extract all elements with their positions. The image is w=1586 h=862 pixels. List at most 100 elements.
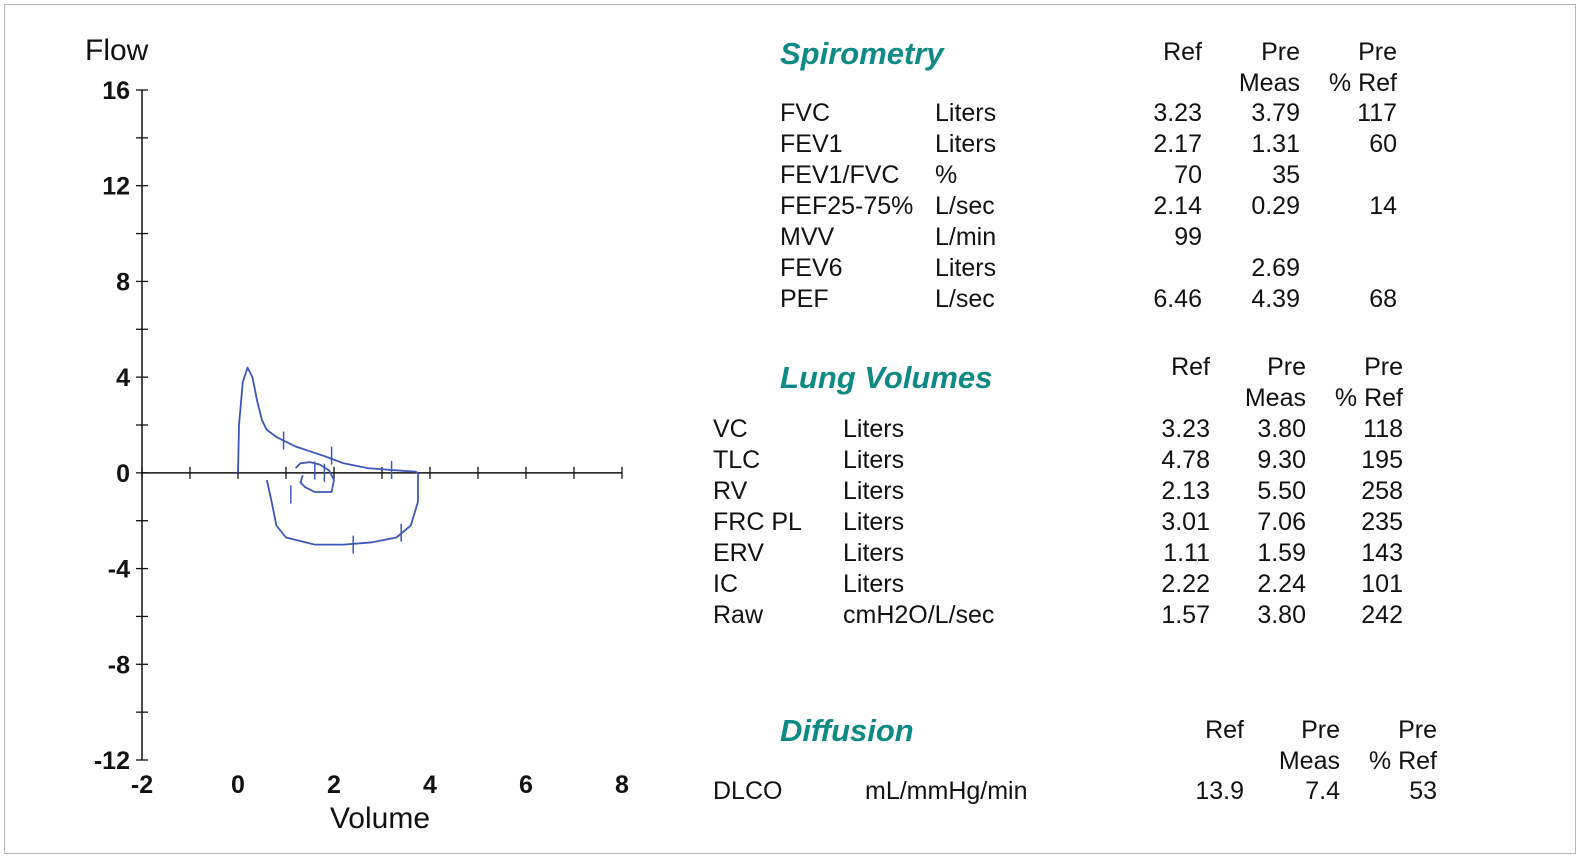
- spirometry-row-unit: L/sec: [935, 285, 995, 313]
- lung-ref-header: Ref: [1171, 353, 1210, 381]
- y-tick-label: 8: [116, 268, 130, 296]
- lung-volumes-row-name: TLC: [713, 446, 761, 474]
- lung-volumes-row-name: Raw: [713, 601, 764, 629]
- diffusion-row-name: DLCO: [713, 777, 783, 805]
- flow-volume-chart: 16 12 8 4 0 -4 -8 -12-2 0 2 4 6 8 Flow Volume: [85, 34, 629, 835]
- spirometry-row-unit: L/sec: [935, 192, 995, 220]
- diffusion-row-ref: 13.9: [1195, 777, 1244, 805]
- lung-volumes-row-pct: 118: [1363, 415, 1403, 443]
- lung-volumes-row-unit: Liters: [843, 446, 905, 474]
- diffusion-pre-meas-header: Pre: [1301, 716, 1340, 744]
- y-tick-label: 0: [116, 460, 130, 488]
- diffusion-row-pct: 53: [1409, 777, 1437, 805]
- spirometry-row-meas: 1.31: [1251, 130, 1300, 158]
- y-tick-label: 4: [116, 364, 130, 392]
- spirometry-row-meas: 3.79: [1251, 99, 1300, 127]
- diffusion-row-unit: mL/mmHg/min: [865, 777, 1028, 805]
- lung-volumes-row-meas: 5.50: [1257, 477, 1306, 505]
- lung-volumes-row-ref: 3.23: [1161, 415, 1210, 443]
- lung-volumes-row-name: VC: [713, 415, 748, 443]
- spirometry-row-ref: 6.46: [1153, 285, 1202, 313]
- spirometry-row-pct: 117: [1357, 99, 1397, 127]
- lung-volumes-row-pct: 242: [1361, 601, 1403, 629]
- x-tick-label: 2: [327, 771, 341, 799]
- lung-volumes-row-meas: 9.30: [1257, 446, 1306, 474]
- lung-volumes-row-meas: 3.80: [1257, 415, 1306, 443]
- diffusion-row-meas: 7.4: [1305, 777, 1340, 805]
- spirometry-row-name: FEV1/FVC: [780, 161, 900, 189]
- lung-volumes-row-meas: 7.06: [1257, 508, 1306, 536]
- lung-volumes-row-unit: Liters: [843, 570, 905, 598]
- spirometry-row-name: FEV1: [780, 130, 843, 158]
- y-tick-label: 12: [102, 173, 130, 201]
- lung-volumes-row-ref: 4.78: [1161, 446, 1210, 474]
- spirometry-ref-header: Ref: [1163, 38, 1202, 66]
- lung-volumes-row-ref: 2.22: [1161, 570, 1210, 598]
- flow-volume-curve-1: [237, 366, 419, 546]
- lung-pre-pct-header-2: % Ref: [1334, 384, 1403, 412]
- report-frame: [4, 4, 1576, 854]
- spirometry-row-meas: 4.39: [1251, 285, 1300, 313]
- lung-volumes-row-unit: Liters: [843, 415, 905, 443]
- lung-volumes-row-pct: 143: [1361, 539, 1403, 567]
- y-tick-label: -12: [94, 747, 130, 775]
- spirometry-row-pct: 68: [1369, 285, 1397, 313]
- lung-volumes-row-meas: 3.80: [1257, 601, 1306, 629]
- lung-volumes-row-ref: 1.11: [1163, 539, 1210, 567]
- lung-volumes-row-meas: 2.24: [1257, 570, 1306, 598]
- spirometry-pre-meas-header: Pre: [1261, 38, 1300, 66]
- spirometry-row-ref: 99: [1174, 223, 1202, 251]
- lung-volumes-row-ref: 1.57: [1161, 601, 1210, 629]
- lung-volumes-row-unit: Liters: [843, 539, 905, 567]
- x-axis-label: Volume: [330, 802, 430, 835]
- lung-volumes-row-ref: 2.13: [1161, 477, 1210, 505]
- spirometry-row-unit: Liters: [935, 254, 997, 282]
- lung-pre-pct-header: Pre: [1364, 353, 1403, 381]
- lung-volumes-title: Lung Volumes: [780, 360, 993, 395]
- x-tick-label: -2: [131, 771, 153, 799]
- lung-volumes-row-ref: 3.01: [1161, 508, 1210, 536]
- lung-pre-meas-header: Pre: [1267, 353, 1306, 381]
- lung-volumes-row-name: RV: [713, 477, 748, 505]
- spirometry-pre-meas-header-2: Meas: [1238, 69, 1300, 97]
- spirometry-row-name: MVV: [780, 223, 835, 251]
- spirometry-pre-pct-header-2: % Ref: [1328, 69, 1397, 97]
- lung-volumes-row-unit: cmH2O/L/sec: [843, 601, 995, 629]
- diffusion-ref-header: Ref: [1205, 716, 1244, 744]
- lung-volumes-row-unit: Liters: [843, 477, 905, 505]
- spirometry-row-pct: 14: [1369, 192, 1397, 220]
- spirometry-row-name: FEV6: [780, 254, 843, 282]
- x-tick-label: 8: [615, 771, 629, 799]
- diffusion-pre-meas-header-2: Meas: [1278, 747, 1340, 775]
- spirometry-pre-pct-header: Pre: [1358, 38, 1397, 66]
- lung-volumes-row-pct: 258: [1361, 477, 1403, 505]
- spirometry-row-unit: Liters: [935, 130, 997, 158]
- spirometry-row-name: FEF25-75%: [780, 192, 914, 220]
- spirometry-row-unit: L/min: [935, 223, 997, 251]
- spirometry-row-name: PEF: [780, 285, 829, 313]
- y-tick-label: 16: [102, 77, 130, 105]
- lung-volumes-row-name: IC: [713, 570, 738, 598]
- lung-volumes-row-meas: 1.59: [1257, 539, 1306, 567]
- spirometry-row-ref: 2.17: [1153, 130, 1202, 158]
- spirometry-row-meas: 35: [1272, 161, 1300, 189]
- spirometry-row-unit: %: [935, 161, 958, 189]
- y-axis-label: Flow: [85, 34, 149, 67]
- spirometry-row-meas: 2.69: [1251, 254, 1300, 282]
- spirometry-row-pct: 60: [1369, 130, 1397, 158]
- lung-volumes-row-pct: 195: [1361, 446, 1403, 474]
- diffusion-pre-pct-header: Pre: [1398, 716, 1437, 744]
- diffusion-pre-pct-header-2: % Ref: [1368, 747, 1437, 775]
- lung-volumes-row-name: ERV: [713, 539, 764, 567]
- spirometry-row-ref: 70: [1174, 161, 1202, 189]
- lung-volumes-row-unit: Liters: [843, 508, 905, 536]
- spirometry-row-meas: 0.29: [1251, 192, 1300, 220]
- x-tick-label: 4: [423, 771, 437, 799]
- lung-volumes-row-pct: 235: [1361, 508, 1403, 536]
- x-tick-label: 6: [519, 771, 533, 799]
- spirometry-title: Spirometry: [780, 36, 944, 71]
- lung-pre-meas-header-2: Meas: [1244, 384, 1306, 412]
- flow-volume-curve-2: [294, 461, 335, 493]
- lung-volumes-row-pct: 101: [1361, 570, 1403, 598]
- diffusion-title: Diffusion: [780, 713, 914, 748]
